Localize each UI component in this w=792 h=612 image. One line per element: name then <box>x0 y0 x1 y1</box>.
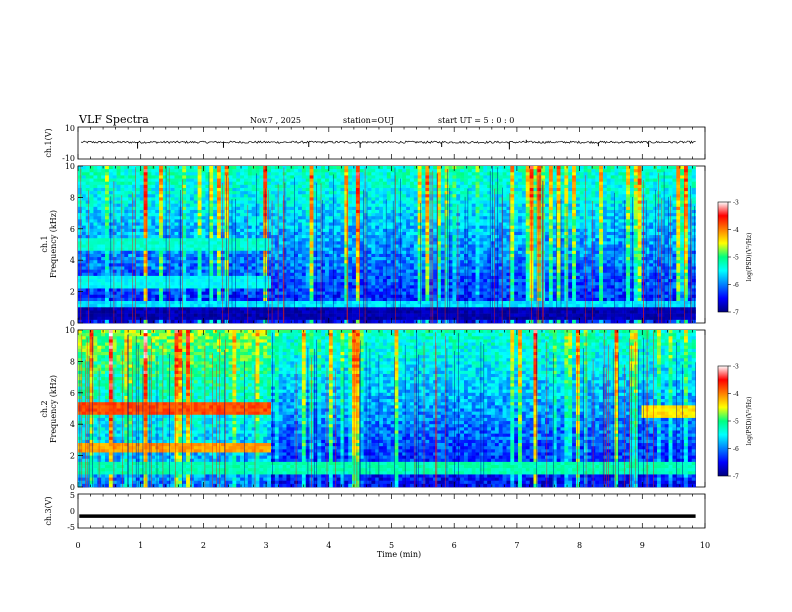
ch1-spectrogram-image <box>78 166 696 324</box>
cb1-tick-3: -6 <box>733 282 739 289</box>
cb2-tick-1: -4 <box>733 391 739 398</box>
x-tick-label-10: 10 <box>700 541 710 550</box>
ch1-colorbar-label: log(PSD)(V²/Hz) <box>746 233 753 282</box>
start-time-label: start UT = 5 : 0 : 0 <box>438 116 514 125</box>
ch2-spectrogram-panel: 0 2 4 6 8 10 ch.2 Frequency (kHz) <box>40 326 706 492</box>
spec2-ytick-1: 2 <box>70 452 75 461</box>
ch2-colorbar-ramp <box>717 365 729 477</box>
spec2-ytick-4: 8 <box>70 357 75 366</box>
spec2-ytick-2: 4 <box>70 420 75 429</box>
ch1-waveform-panel: 10 -10 ch.1(V) <box>44 124 706 163</box>
ch3-ylabel: ch.3(V) <box>44 496 53 525</box>
figure-title: VLF Spectra <box>78 113 149 126</box>
x-axis-label: Time (min) <box>377 550 421 559</box>
spec2-ytick-5: 10 <box>65 326 75 335</box>
x-tick-label-2: 2 <box>201 541 206 550</box>
x-tick-label-1: 1 <box>138 541 143 550</box>
spec1-ytick-5: 10 <box>65 162 75 171</box>
cb1-tick-2: -5 <box>733 255 739 262</box>
cb2-tick-0: -3 <box>733 364 739 371</box>
x-tick-label-5: 5 <box>389 541 394 550</box>
ch1-ylabel: ch.1(V) <box>44 128 53 157</box>
spec1-ytick-4: 8 <box>70 193 75 202</box>
station-label: station=OUJ <box>343 116 394 125</box>
spec1-ytick-0: 0 <box>70 319 75 328</box>
spec1-ytick-2: 4 <box>70 256 75 265</box>
ch1-waveform-line <box>80 140 696 145</box>
spec2-ytick-3: 6 <box>70 389 75 398</box>
ch3-ytick-mid: 0 <box>70 507 75 516</box>
x-tick-label-3: 3 <box>264 541 269 550</box>
cb1-tick-1: -4 <box>733 227 739 234</box>
cb1-tick-0: -3 <box>733 200 739 207</box>
date-label: Nov.7 , 2025 <box>250 116 301 125</box>
x-tick-label-0: 0 <box>75 541 80 550</box>
ch2-colorbar: -3 -4 -5 -6 -7 log(PSD)(V²/Hz) <box>717 364 753 481</box>
ch2-spectrogram-image <box>78 330 696 488</box>
cb1-tick-4: -7 <box>733 310 739 317</box>
ch2-spec-ylabel: ch.2 <box>40 400 49 417</box>
ch2-colorbar-label: log(PSD)(V²/Hz) <box>746 397 753 446</box>
cb2-tick-2: -5 <box>733 419 739 426</box>
cb2-tick-3: -6 <box>733 446 739 453</box>
ch2-spec-ylabel-freq: Frequency (kHz) <box>49 375 58 443</box>
ch1-ytick-top: 10 <box>65 124 75 133</box>
ch3-ytick-top: 5 <box>70 491 75 500</box>
ch3-ytick-bottom: -5 <box>67 523 75 532</box>
spec1-ytick-1: 2 <box>70 288 75 297</box>
ch3-waveform-frame <box>77 493 706 529</box>
ch1-spec-ylabel-freq: Frequency (kHz) <box>49 210 58 278</box>
x-tick-label-9: 9 <box>640 541 645 550</box>
x-tick-label-7: 7 <box>514 541 519 550</box>
x-tick-label-6: 6 <box>452 541 457 550</box>
x-tick-label-4: 4 <box>326 541 331 550</box>
spec2-ytick-0: 0 <box>70 483 75 492</box>
ch1-colorbar-ramp <box>717 201 729 313</box>
ch3-waveform-panel: 5 0 -5 ch.3(V) 0 1 2 3 4 5 6 7 8 9 10 Time (min) <box>44 127 710 559</box>
cb2-tick-4: -7 <box>733 474 739 481</box>
spec1-ytick-3: 6 <box>70 225 75 234</box>
ch1-colorbar: -3 -4 -5 -6 -7 log(PSD)(V²/Hz) <box>717 200 753 317</box>
x-tick-label-8: 8 <box>577 541 582 550</box>
ch1-spec-ylabel: ch.1 <box>40 235 49 252</box>
ch1-ytick-bottom: -10 <box>62 154 75 163</box>
ch1-spectrogram-panel: 0 2 4 6 8 10 ch.1 Frequency (kHz) <box>40 162 706 328</box>
